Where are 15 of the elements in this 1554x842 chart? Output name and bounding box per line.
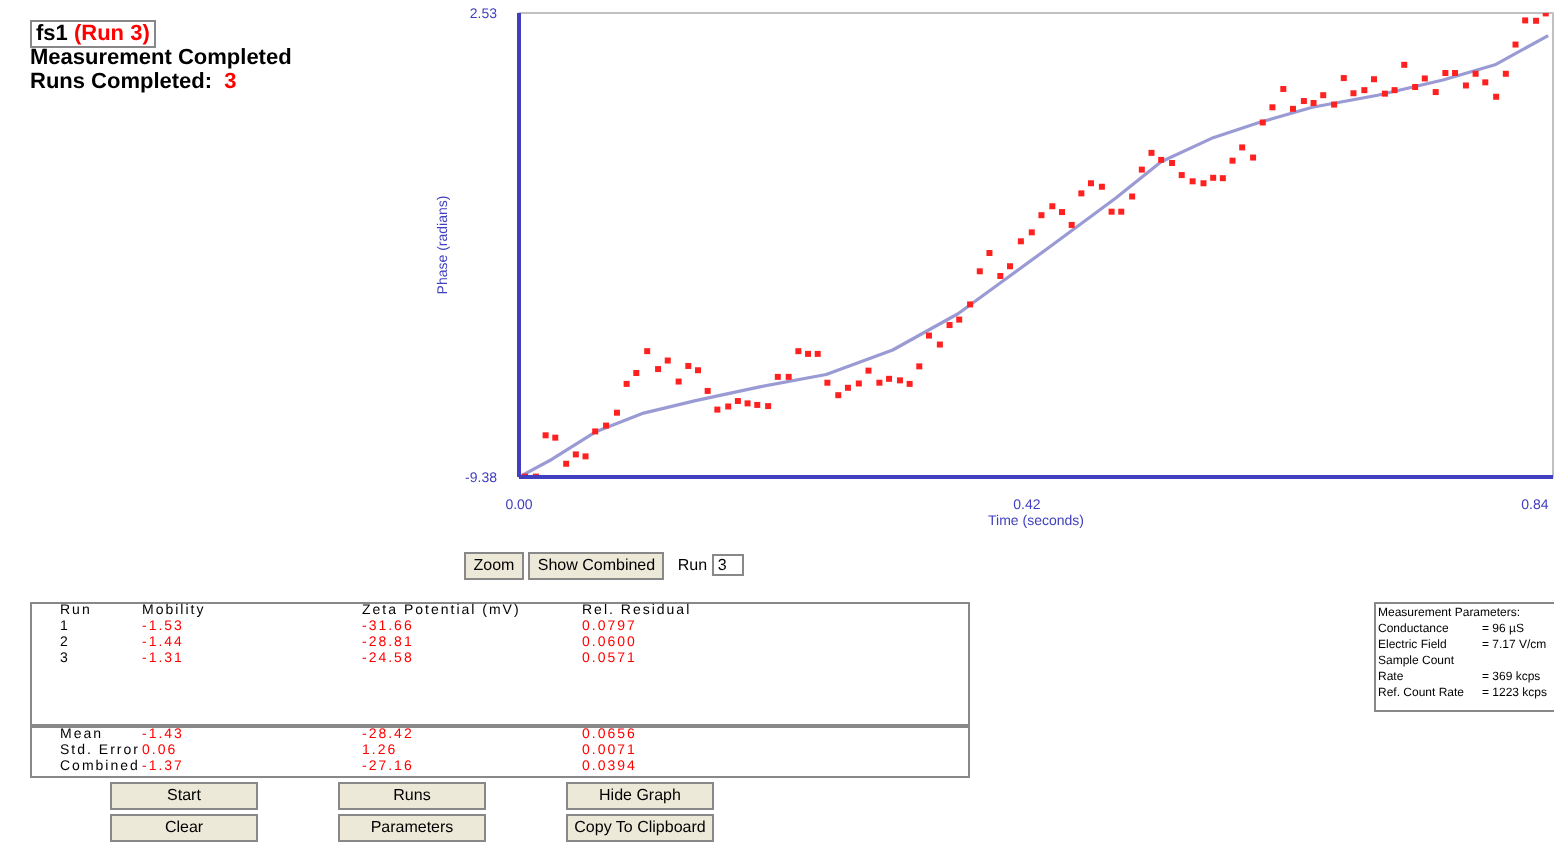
text: Hide Graph [566, 782, 714, 810]
text: Runs Completed: [30, 70, 213, 94]
text: Zoom [464, 552, 524, 580]
text: Start [110, 782, 258, 810]
text: Parameters [338, 814, 486, 842]
text: Clear [110, 814, 258, 842]
text: Show Combined [528, 552, 665, 580]
text: Run [677, 556, 708, 574]
text: Runs [338, 782, 486, 810]
text: 3 [711, 554, 745, 576]
text: 3 [224, 70, 237, 94]
text: Measurement Completed [30, 46, 292, 70]
text: (Run 3) [73, 22, 150, 46]
text: fs1 [36, 22, 68, 46]
text: Copy To Clipboard [566, 814, 714, 842]
